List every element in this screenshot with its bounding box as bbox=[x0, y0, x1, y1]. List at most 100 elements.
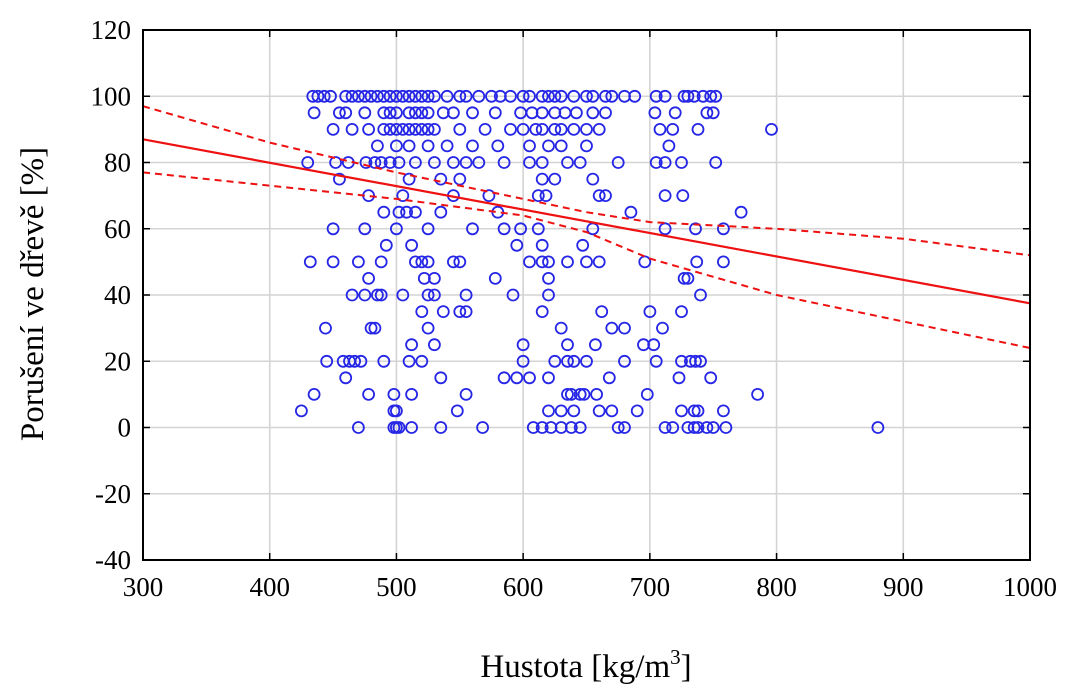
data-point bbox=[577, 387, 591, 401]
data-point bbox=[405, 338, 419, 352]
data-point bbox=[364, 89, 378, 103]
data-point bbox=[643, 305, 657, 319]
data-point bbox=[415, 305, 429, 319]
data-point bbox=[329, 156, 343, 169]
data-point bbox=[542, 139, 555, 153]
data-point bbox=[339, 371, 353, 385]
data-point bbox=[542, 404, 555, 418]
data-point bbox=[535, 255, 549, 269]
data-point bbox=[567, 354, 581, 368]
data-point bbox=[348, 354, 362, 368]
y-tick-label: 40 bbox=[104, 280, 131, 310]
data-point bbox=[564, 387, 578, 401]
data-point bbox=[535, 106, 549, 120]
data-point bbox=[402, 172, 416, 186]
data-point bbox=[618, 421, 631, 434]
data-point bbox=[592, 255, 606, 269]
data-point bbox=[681, 271, 695, 285]
data-point bbox=[421, 89, 435, 103]
data-point bbox=[453, 172, 467, 186]
data-point bbox=[466, 106, 479, 120]
data-point bbox=[434, 172, 448, 186]
data-point bbox=[421, 122, 435, 136]
data-point bbox=[402, 139, 416, 153]
data-point bbox=[459, 387, 473, 401]
data-point bbox=[717, 404, 730, 418]
data-point bbox=[379, 238, 393, 252]
data-point bbox=[573, 421, 587, 434]
data-point bbox=[408, 205, 422, 219]
data-point bbox=[383, 106, 397, 120]
data-point bbox=[396, 288, 410, 302]
data-point bbox=[311, 89, 325, 103]
y-tick-labels: -40 -20 0 20 40 60 80 100 120 bbox=[91, 15, 132, 575]
data-point bbox=[561, 255, 574, 269]
data-point bbox=[691, 421, 705, 434]
data-point bbox=[405, 421, 419, 434]
data-point bbox=[392, 156, 406, 169]
data-point bbox=[580, 255, 593, 269]
data-point bbox=[696, 89, 710, 103]
data-point bbox=[717, 222, 730, 236]
data-point bbox=[589, 338, 602, 352]
data-point bbox=[408, 156, 422, 169]
data-point bbox=[301, 156, 315, 169]
data-point bbox=[592, 404, 606, 418]
data-point bbox=[370, 139, 384, 153]
data-point bbox=[586, 89, 600, 103]
data-point bbox=[687, 404, 701, 418]
data-point bbox=[611, 421, 625, 434]
regression-lines bbox=[142, 105, 1031, 349]
data-point bbox=[599, 106, 612, 120]
data-point bbox=[402, 354, 416, 368]
data-point bbox=[658, 421, 672, 434]
data-point bbox=[459, 288, 473, 302]
data-point bbox=[554, 89, 568, 103]
data-point bbox=[319, 321, 332, 335]
axis-ticks bbox=[142, 29, 1031, 561]
x-tick-label: 700 bbox=[630, 572, 671, 602]
x-tick-label: 300 bbox=[123, 572, 164, 602]
data-point bbox=[389, 404, 403, 418]
data-point bbox=[324, 89, 337, 103]
data-point bbox=[561, 387, 574, 401]
data-point bbox=[377, 89, 391, 103]
data-point bbox=[618, 321, 631, 335]
data-point bbox=[405, 387, 419, 401]
data-point bbox=[488, 271, 502, 285]
data-point bbox=[590, 387, 603, 401]
data-point bbox=[408, 255, 422, 269]
data-point bbox=[510, 371, 524, 385]
data-point bbox=[466, 139, 479, 153]
data-point bbox=[640, 387, 654, 401]
data-point bbox=[339, 89, 353, 103]
data-point bbox=[389, 139, 403, 153]
data-point bbox=[691, 404, 705, 418]
data-point bbox=[624, 205, 638, 219]
data-point bbox=[561, 156, 574, 169]
data-point bbox=[377, 122, 391, 136]
data-point bbox=[374, 255, 388, 269]
data-point bbox=[400, 205, 414, 219]
data-point bbox=[377, 205, 391, 219]
data-point bbox=[427, 271, 441, 285]
data-point bbox=[700, 106, 714, 120]
data-point bbox=[504, 89, 517, 103]
data-point bbox=[529, 122, 543, 136]
x-tick-labels: 300 400 500 600 700 800 900 1000 bbox=[123, 572, 1057, 602]
data-point bbox=[434, 371, 448, 385]
data-point bbox=[415, 354, 429, 368]
data-point bbox=[377, 354, 391, 368]
data-point bbox=[751, 387, 764, 401]
data-point bbox=[592, 122, 606, 136]
y-tick-label: 120 bbox=[91, 15, 132, 45]
data-point bbox=[658, 156, 672, 169]
data-point bbox=[706, 106, 720, 120]
data-point bbox=[535, 156, 549, 169]
data-point bbox=[370, 288, 384, 302]
data-point bbox=[542, 288, 555, 302]
data-point bbox=[554, 404, 568, 418]
data-point bbox=[396, 189, 410, 203]
data-point bbox=[370, 89, 384, 103]
data-point bbox=[704, 371, 718, 385]
